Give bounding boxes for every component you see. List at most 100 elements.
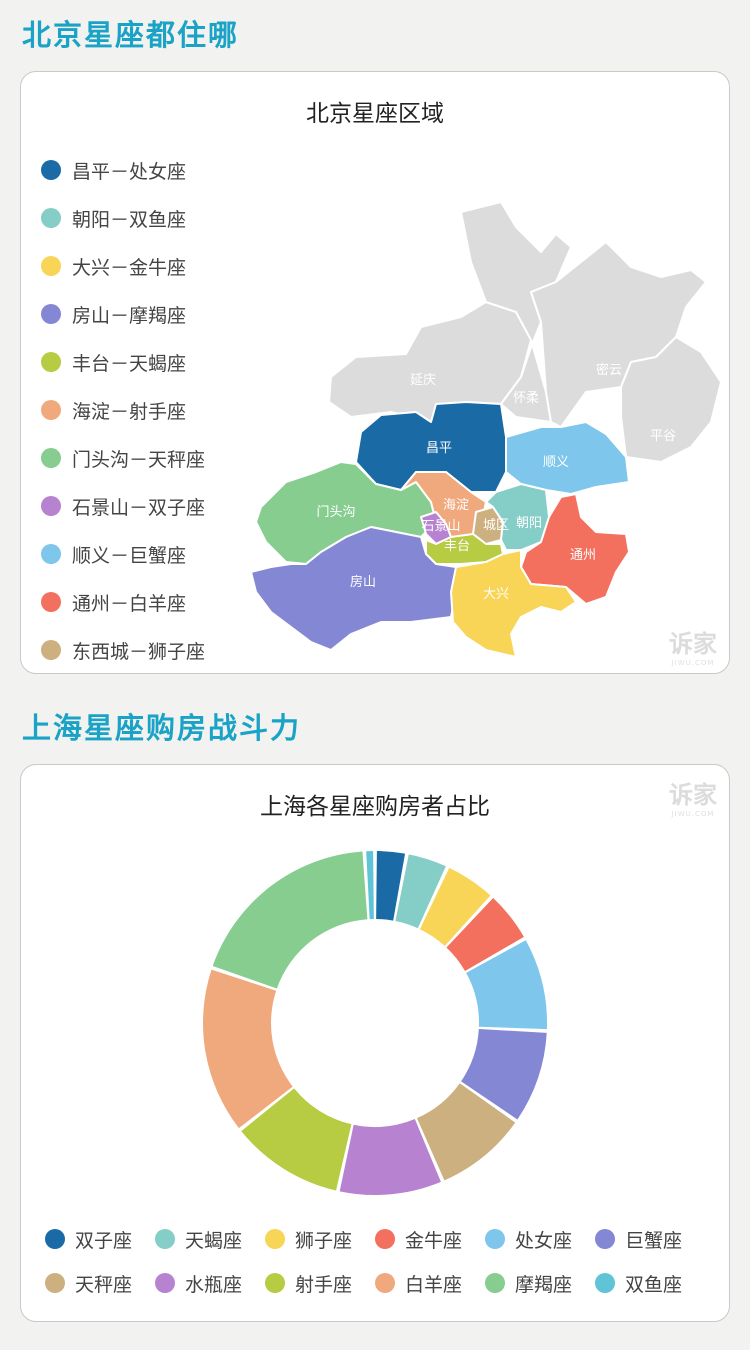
legend-swatch [41,256,61,276]
legend-label: 顺义－巨蟹座 [72,544,187,567]
legend-item: 房山－摩羯座 [41,290,205,338]
legend-label: 房山－摩羯座 [72,304,187,327]
legend-item: 东西城－狮子座 [41,626,205,674]
donut-legend-label: 狮子座 [295,1229,353,1252]
section-heading-shanghai: 上海星座购房战斗力 [22,711,302,745]
donut-slice-3[interactable] [446,898,524,971]
donut-legend-swatch [595,1229,615,1249]
beijing-map-card: 北京星座区域 昌平－处女座 朝阳－双鱼座 大兴－金牛座 房山－摩羯座 丰台－天蝎座 海淀－… [20,71,730,674]
shanghai-chart-title: 上海各星座购房者占比 [260,794,490,820]
legend-swatch [41,400,61,420]
legend-item: 通州－白羊座 [41,578,205,626]
donut-legend-swatch [265,1229,285,1249]
donut-slice-8[interactable] [241,1088,352,1191]
map-label-yanqing: 延庆 [410,373,436,388]
donut-legend-item: 狮子座 [265,1227,375,1252]
donut-chart [203,851,547,1195]
donut-legend-item: 摩羯座 [485,1271,595,1296]
donut-legend-label: 射手座 [295,1273,353,1296]
legend-item: 门头沟－天秤座 [41,434,205,482]
map-label-changping: 昌平 [426,441,452,456]
legend-label: 东西城－狮子座 [72,640,206,663]
legend-swatch [41,544,61,564]
donut-slice-4[interactable] [466,940,547,1030]
legend-label: 石景山－双子座 [72,496,206,519]
legend-label: 海淀－射手座 [72,400,187,423]
donut-slice-2[interactable] [419,867,491,946]
donut-legend-label: 处女座 [515,1229,573,1252]
donut-legend-swatch [45,1229,65,1249]
legend-label: 丰台－天蝎座 [72,352,187,375]
legend-label: 门头沟－天秤座 [72,448,206,471]
map-district-daxing[interactable] [450,549,577,658]
legend-swatch [41,208,61,228]
legend-item: 昌平－处女座 [41,146,205,194]
map-label-chengqu: 城区 [483,518,509,533]
map-district-huairou[interactable] [460,201,572,423]
legend-item: 大兴－金牛座 [41,242,205,290]
donut-legend-label: 天蝎座 [185,1229,243,1252]
map-label-huairou: 怀柔 [513,391,539,406]
donut-legend-swatch [595,1273,615,1293]
donut-legend-item: 天秤座 [45,1271,155,1296]
legend-swatch [41,304,61,324]
legend-label: 朝阳－双鱼座 [72,208,187,231]
legend-swatch [41,352,61,372]
map-label-fengtai: 丰台 [444,539,470,554]
donut-legend-item: 双鱼座 [595,1271,705,1296]
donut-legend-swatch [375,1229,395,1249]
legend-item: 丰台－天蝎座 [41,338,205,386]
map-label-daxing: 大兴 [483,587,509,602]
donut-legend-swatch [485,1229,505,1249]
legend-swatch [41,160,61,180]
donut-legend-item: 巨蟹座 [595,1227,705,1252]
watermark-logo-2: 诉家 JIWU.COM [669,781,717,818]
donut-slice-6[interactable] [416,1083,516,1181]
map-label-tongzhou: 通州 [570,548,596,563]
legend-swatch [41,448,61,468]
donut-legend-item: 天蝎座 [155,1227,265,1252]
donut-legend-item: 金牛座 [375,1227,485,1252]
donut-slice-0[interactable] [376,851,406,921]
map-label-miyun: 密云 [596,362,622,378]
legend-item: 顺义－巨蟹座 [41,530,205,578]
donut-legend-swatch [485,1273,505,1293]
watermark-logo-1: 诉家 JIWU.COM [669,630,717,667]
section-heading-beijing: 北京星座都住哪 [22,18,240,52]
donut-legend-label: 金牛座 [405,1229,463,1252]
map-label-chaoyang: 朝阳 [516,516,542,531]
map-label-shijingshan: 石景山 [421,519,460,534]
legend-item: 石景山－双子座 [41,482,205,530]
legend-item: 朝阳－双鱼座 [41,194,205,242]
map-label-haidian: 海淀 [443,498,469,513]
donut-legend-label: 巨蟹座 [625,1229,683,1252]
beijing-legend: 昌平－处女座 朝阳－双鱼座大兴－金牛座房山－摩羯座 丰台－天蝎座 海淀－射手座 门头沟－… [41,146,205,674]
donut-legend-swatch [155,1229,175,1249]
donut-slice-11[interactable] [366,851,374,920]
legend-swatch [41,592,61,612]
donut-slice-10[interactable] [212,851,368,989]
legend-label: 通州－白羊座 [72,592,187,615]
map-district-pinggu[interactable] [620,336,721,463]
donut-legend-swatch [45,1273,65,1293]
donut-slice-1[interactable] [395,854,446,929]
map-district-yanqing[interactable] [328,301,532,423]
map-label-fangshan: 房山 [350,574,376,590]
shanghai-chart-card: 上海各星座购房者占比 诉家 JIWU.COM 双子座 天蝎座 狮子座 金牛座 处女座 巨蟹座… [20,764,730,1322]
legend-swatch [41,496,61,516]
donut-slice-9[interactable] [203,969,293,1129]
donut-legend-swatch [265,1273,285,1293]
donut-legend-label: 双鱼座 [625,1273,683,1296]
donut-legend-swatch [375,1273,395,1293]
map-district-chaoyang[interactable] [485,483,550,551]
donut-slice-5[interactable] [461,1028,547,1120]
donut-legend-label: 水瓶座 [185,1273,243,1296]
legend-label: 昌平－处女座 [72,160,187,183]
map-label-shunyi: 顺义 [543,455,569,470]
donut-slice-7[interactable] [339,1119,441,1195]
donut-legend-label: 双子座 [75,1229,133,1252]
donut-legend-item: 双子座 [45,1227,155,1252]
legend-swatch [41,640,61,660]
donut-legend-label: 摩羯座 [515,1273,573,1296]
